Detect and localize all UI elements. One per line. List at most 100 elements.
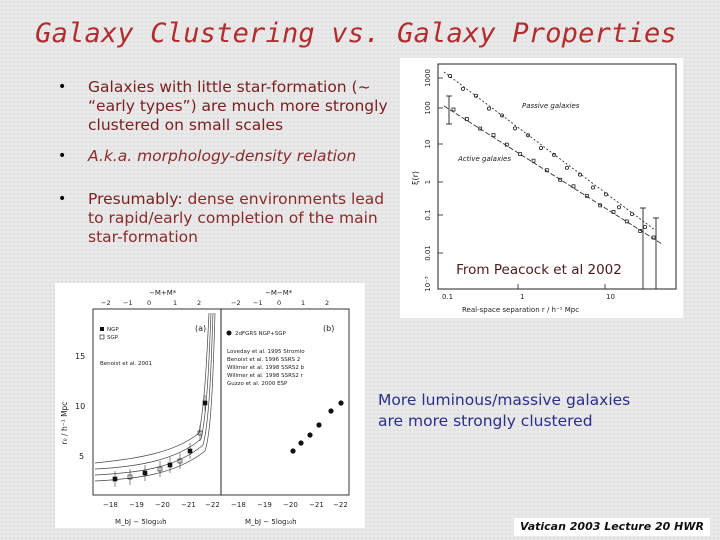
passive-point	[538, 146, 543, 151]
top-tick-label: 0	[147, 299, 151, 307]
active-point	[651, 235, 656, 240]
legend-esp: Guzzo et al. 2000 ESP	[227, 381, 288, 387]
error-bars	[446, 95, 659, 289]
y-tick-label: 100	[424, 101, 432, 114]
y-tick-label: 1000	[424, 69, 432, 87]
twodf-point	[328, 408, 334, 414]
active-point	[584, 193, 589, 198]
twodf-point	[316, 422, 322, 428]
x-axis-label: Real-space separation r / h⁻¹ Mpc	[462, 306, 579, 314]
passive-point	[642, 224, 647, 229]
passive-point	[590, 185, 595, 190]
legend-ssrs2: Benoist et al. 1996 SSRS 2	[227, 357, 300, 363]
legend-ngp: NGP	[107, 327, 119, 333]
active-point	[544, 168, 549, 173]
passive-point	[577, 172, 582, 177]
top-tick-label: −1	[123, 299, 133, 307]
top-axis-label: −M−M*	[265, 289, 293, 297]
y-tick-label: 10	[424, 140, 432, 149]
bullet-text: dense environments lead to rapid/early c…	[88, 190, 385, 246]
twodf-point	[307, 432, 313, 438]
bullet-marker: •	[58, 191, 67, 207]
bullet-text: Galaxies with little star-formation (~ “…	[88, 78, 388, 134]
x-tick-label: −19	[257, 501, 272, 509]
twodf-point	[338, 400, 344, 406]
x-tick-label: −21	[309, 501, 324, 509]
xi-r-figure: 1000 100 10 1 0.1 0.01 10⁻³ ξ(r) 0.1 1 1…	[400, 58, 683, 318]
passive-point	[513, 126, 518, 131]
active-point	[531, 158, 536, 163]
data-points	[448, 73, 656, 240]
passive-point	[487, 106, 492, 111]
active-point	[638, 229, 643, 233]
passive-fit-line	[443, 71, 656, 231]
passive-point	[603, 192, 608, 197]
legend-ssrs2-r: Willmer et al. 1998 SSRS2 r	[227, 373, 304, 379]
active-point	[518, 152, 523, 157]
x-tick-label: −22	[333, 501, 348, 509]
y-tick-label: 0.1	[424, 209, 432, 220]
top-tick-label: −2	[101, 299, 111, 307]
top-tick-label: 0	[277, 299, 281, 307]
bullet-marker: •	[58, 79, 67, 95]
active-point	[598, 203, 603, 208]
active-point	[624, 219, 629, 224]
y-tick-label: 5	[79, 452, 84, 461]
top-tick-label: 2	[197, 299, 201, 307]
x-tick-label: −21	[181, 501, 196, 509]
passive-point	[448, 73, 453, 78]
x-tick-label: −22	[205, 501, 220, 509]
plot-frame	[437, 63, 677, 290]
r0-luminosity-plot: −M+M* −M−M* −2 −1 0 1 2 −2 −1 0 1 2 15 10 5 r₀ / …	[60, 289, 350, 526]
panel-b-label: (b)	[323, 324, 334, 333]
twodf-point	[298, 440, 304, 446]
benoist-label: Benoist et al. 2001	[100, 361, 152, 367]
x-axis-label: M_bJ − 5log₁₀h	[245, 518, 297, 526]
y-tick-label: 15	[75, 352, 85, 361]
panel-a-label: (a)	[195, 324, 206, 333]
active-point	[464, 117, 469, 121]
x-tick-label: 10	[606, 293, 615, 301]
xi-r-plot: 1000 100 10 1 0.1 0.01 10⁻³ ξ(r) 0.1 1 1…	[411, 63, 677, 314]
y-tick-label: 10⁻³	[424, 276, 432, 292]
y-tick-label: 10	[75, 402, 85, 411]
model-curves	[94, 312, 216, 482]
panel-b-frame	[220, 308, 350, 496]
footer-label: Vatican 2003 Lecture 20 HWR	[514, 518, 710, 536]
r0-luminosity-figure: −M+M* −M−M* −2 −1 0 1 2 −2 −1 0 1 2 15 10 5 r₀ / …	[55, 283, 365, 528]
top-tick-label: −1	[253, 299, 263, 307]
legend-2dfgrs: 2dFGRS NGP+SGP	[235, 331, 287, 337]
legend-stromlo: Loveday et al. 1995 Stromlo	[227, 349, 305, 355]
twodf-point	[290, 448, 296, 454]
bullet-early-types: • Galaxies with little star-formation (~…	[58, 78, 398, 135]
y-tick-label: 0.01	[424, 245, 432, 261]
passive-point	[551, 152, 556, 157]
top-tick-label: −2	[231, 299, 241, 307]
bullet-prefix: Presumably:	[88, 190, 183, 208]
y-axis-label: r₀ / h⁻¹ Mpc	[60, 402, 69, 445]
legend-ssrs2-b: Willmer et al. 1998 SSRS2 b	[227, 365, 305, 371]
y-axis-label: ξ(r)	[411, 171, 420, 185]
bullet-marker: •	[58, 148, 67, 164]
top-tick-label: 2	[325, 299, 329, 307]
x-tick-label: −20	[155, 501, 170, 509]
top-tick-label: 1	[301, 299, 305, 307]
active-point	[478, 126, 483, 131]
x-tick-label: −18	[231, 501, 246, 509]
active-point	[504, 142, 509, 147]
x-tick-label: −19	[129, 501, 144, 509]
passive-point	[629, 212, 634, 217]
top-axis-label: −M+M*	[149, 289, 177, 297]
x-tick-label: 0.1	[442, 293, 453, 301]
passive-point	[616, 205, 621, 210]
legend-sgp: SGP	[107, 335, 119, 341]
luminosity-caption: More luminous/massive galaxies are more …	[378, 391, 631, 430]
passive-point	[526, 133, 531, 138]
x-axis-label: M_bJ − 5log₁₀h	[115, 518, 167, 526]
data-points	[112, 395, 344, 487]
bullet-list: • Galaxies with little star-formation (~…	[58, 78, 398, 259]
active-point	[611, 209, 616, 214]
passive-point	[474, 93, 479, 98]
active-point	[558, 177, 563, 182]
passive-point	[500, 113, 505, 118]
